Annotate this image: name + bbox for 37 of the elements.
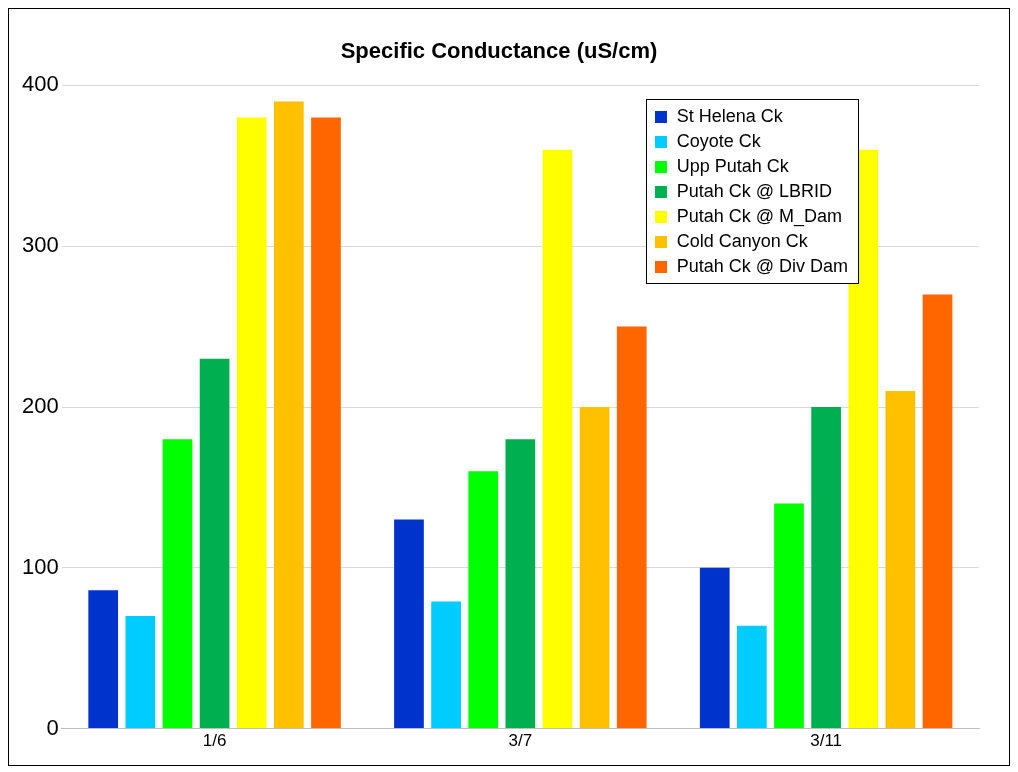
y-tick-label: 400 xyxy=(21,71,59,97)
legend-label: Cold Canyon Ck xyxy=(676,231,808,252)
x-tick-label: 3/11 xyxy=(810,731,843,751)
y-tick-label: 100 xyxy=(21,553,59,579)
chart-title: Specific Conductance (uS/cm) xyxy=(340,38,658,64)
y-tick-label: 300 xyxy=(21,232,59,258)
bar xyxy=(162,439,193,729)
bar xyxy=(273,101,304,729)
x-tick-label: 1/6 xyxy=(202,731,227,751)
x-tick-label: 3/7 xyxy=(508,731,533,751)
bar xyxy=(542,149,573,729)
bar xyxy=(811,407,841,729)
bar xyxy=(88,590,119,729)
bar xyxy=(199,358,230,729)
bar xyxy=(616,326,647,729)
legend-label: Upp Putah Ck xyxy=(676,156,789,177)
legend-label: St Helena Ck xyxy=(676,106,783,127)
legend-label: Coyote Ck xyxy=(676,131,761,152)
legend-label: Putah Ck @ M_Dam xyxy=(676,206,842,227)
legend-label: Putah Ck @ LBRID xyxy=(676,181,833,202)
y-tick-label: 200 xyxy=(21,393,59,419)
y-tick-label: 0 xyxy=(46,714,59,740)
bar xyxy=(774,503,804,729)
bar xyxy=(431,601,461,729)
bar xyxy=(311,117,341,729)
bar xyxy=(737,625,767,729)
bar xyxy=(579,407,610,729)
bar xyxy=(699,567,730,729)
bar xyxy=(885,390,916,729)
bar xyxy=(468,471,499,729)
bar xyxy=(505,439,536,729)
bar xyxy=(394,519,424,729)
bar xyxy=(922,294,953,729)
legend-label: Putah Ck @ Div Dam xyxy=(676,256,848,277)
bar xyxy=(125,616,156,729)
bar xyxy=(236,117,267,729)
bar xyxy=(848,149,879,729)
